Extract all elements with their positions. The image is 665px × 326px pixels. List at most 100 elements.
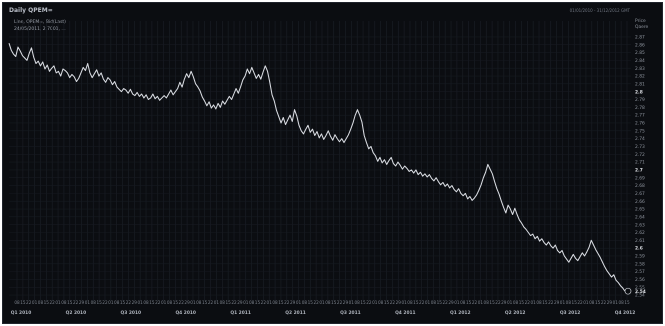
x-tick-label: 08 — [196, 300, 202, 305]
x-tick-label: 15 — [149, 300, 155, 305]
x-tick-label: 08 — [302, 300, 308, 305]
x-tick-label: 01 — [243, 300, 249, 305]
legend-line-1: Line, QPEM=, Bid(Last) — [14, 19, 66, 25]
x-tick-label: 01 — [138, 300, 144, 305]
y-axis-label-1: Price — [635, 18, 646, 24]
x-tick-label: 15 — [542, 300, 548, 305]
y-tick-label: 2.83 — [635, 66, 645, 72]
x-tick-label: 08 — [378, 300, 384, 305]
x-tick-label: 15 — [202, 300, 208, 305]
x-tick-label: 15 — [384, 300, 390, 305]
y-tick-label: 2.61 — [635, 238, 645, 244]
x-tick-label: 08 — [167, 300, 173, 305]
y-tick-label: 2.72 — [635, 152, 645, 158]
y-tick-label: 2.86 — [635, 42, 645, 48]
x-tick-label: 22 — [443, 300, 449, 305]
x-tick-label: 08 — [618, 300, 624, 305]
y-tick-label: 2.59 — [635, 254, 645, 260]
x-tick-label: 08 — [114, 300, 120, 305]
y-tick-label: 2.85 — [635, 50, 645, 56]
x-tick-label: 29 — [184, 300, 190, 305]
x-tick-label: 22 — [472, 300, 478, 305]
x-tick-label: 22 — [495, 300, 501, 305]
x-tick-label: 01 — [319, 300, 325, 305]
x-tick-label: 22 — [261, 300, 267, 305]
x-tick-label: 08 — [431, 300, 437, 305]
x-tick-label: 01 — [55, 300, 61, 305]
x-tick-label: 01 — [349, 300, 355, 305]
chart-title: Daily QPEM= — [9, 7, 53, 14]
x-tick-label: 08 — [536, 300, 542, 305]
y-tick-label: 2.68 — [635, 183, 645, 189]
x-tick-label: 08 — [91, 300, 97, 305]
x-tick-label: 01 — [32, 300, 38, 305]
x-tick-label: 15 — [624, 300, 630, 305]
series-line-qpem — [8, 43, 626, 292]
y-tick-label: 2.66 — [635, 199, 645, 205]
y-tick-label: 2.77 — [635, 113, 645, 119]
x-tick-label: 29 — [237, 300, 243, 305]
x-tick-label: 01 — [478, 300, 484, 305]
x-tick-label: 15 — [360, 300, 366, 305]
y-tick-label: 2.87 — [635, 35, 645, 41]
y-tick-label: 2.75 — [635, 128, 645, 134]
date-range: 01/01/2010 - 31/12/2012 GMT — [570, 8, 631, 13]
x-tick-label: 01 — [161, 300, 167, 305]
x-tick-label: 01 — [560, 300, 566, 305]
y-tick-label: 2.74 — [635, 136, 645, 142]
x-tick-label: 01 — [296, 300, 302, 305]
x-tick-label: 01 — [530, 300, 536, 305]
x-tick-label: 01 — [372, 300, 378, 305]
x-tick-label: 08 — [484, 300, 490, 305]
x-tick-label: 01 — [108, 300, 114, 305]
y-axis-label-2: Qaere — [635, 24, 649, 30]
x-tick-label: 15 — [44, 300, 50, 305]
last-value-marker — [624, 287, 632, 295]
x-tick-label: 08 — [460, 300, 466, 305]
last-value-label: 2.54 — [635, 289, 646, 295]
x-tick-label: 08 — [407, 300, 413, 305]
x-tick-label: 22 — [126, 300, 132, 305]
x-tick-label: 29 — [132, 300, 138, 305]
x-tick-label: 01 — [507, 300, 513, 305]
y-tick-label: 2.62 — [635, 230, 645, 236]
x-tick-label: 22 — [548, 300, 554, 305]
x-tick-label: 15 — [572, 300, 578, 305]
x-tick-label: 15 — [255, 300, 261, 305]
x-tick-label: 08 — [143, 300, 149, 305]
y-tick-label: 2.71 — [635, 160, 645, 166]
x-tick-label: 22 — [73, 300, 79, 305]
x-tick-label: 15 — [308, 300, 314, 305]
x-tick-label: 29 — [290, 300, 296, 305]
x-tick-label: 22 — [601, 300, 607, 305]
x-tick-label: 29 — [343, 300, 349, 305]
x-tick-label: 22 — [102, 300, 108, 305]
x-tick-label: 15 — [278, 300, 284, 305]
quarter-label: Q2 2011 — [285, 310, 306, 316]
y-tick-label: 2.67 — [635, 191, 645, 197]
x-tick-label: 08 — [589, 300, 595, 305]
y-tick-label: 2.76 — [635, 121, 645, 127]
y-tick-label: 2.6 — [635, 246, 643, 252]
x-tick-label: 08 — [14, 300, 20, 305]
x-tick-label: 22 — [366, 300, 372, 305]
x-tick-label: 22 — [284, 300, 290, 305]
quarter-label: Q3 2012 — [560, 310, 581, 316]
x-tick-label: 08 — [325, 300, 331, 305]
x-tick-label: 08 — [249, 300, 255, 305]
x-tick-label: 01 — [85, 300, 91, 305]
x-tick-label: 01 — [214, 300, 220, 305]
quarter-label: Q2 2010 — [66, 310, 87, 316]
x-tick-label: 22 — [208, 300, 214, 305]
x-tick-label: 22 — [313, 300, 319, 305]
x-tick-label: 15 — [67, 300, 73, 305]
y-tick-label: 2.65 — [635, 207, 645, 213]
x-tick-label: 15 — [489, 300, 495, 305]
x-tick-label: 15 — [437, 300, 443, 305]
y-tick-label: 2.54 — [635, 293, 645, 299]
quarter-label: Q4 2011 — [395, 310, 416, 316]
quarter-label: Q4 2010 — [175, 310, 196, 316]
x-tick-label: 22 — [26, 300, 32, 305]
x-tick-label: 15 — [519, 300, 525, 305]
